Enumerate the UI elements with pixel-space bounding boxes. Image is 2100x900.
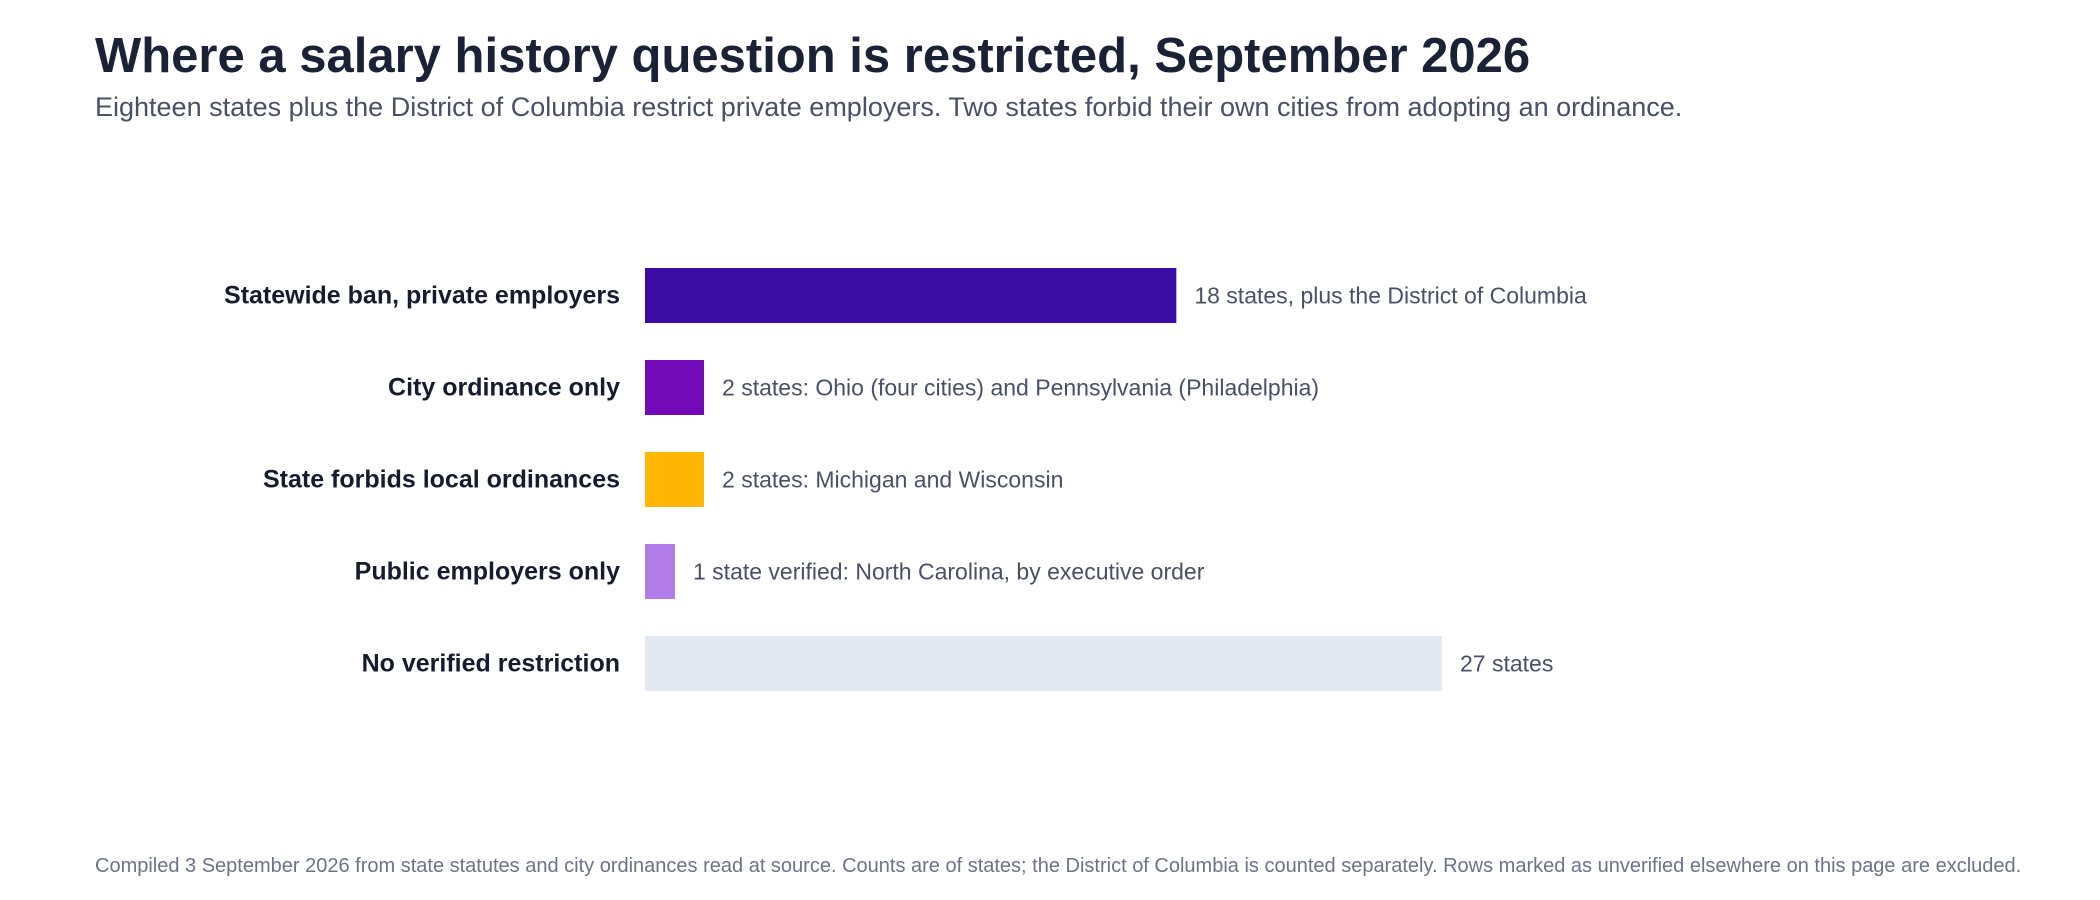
bar (645, 360, 705, 415)
bar (645, 452, 705, 507)
category-label: Public employers only (355, 558, 620, 586)
bar (645, 636, 1442, 691)
bar (645, 268, 1177, 323)
category-label: No verified restriction (362, 650, 620, 678)
category-label: Statewide ban, private employers (224, 282, 620, 310)
value-label: 27 states (1460, 651, 1553, 677)
value-label: 2 states: Ohio (four cities) and Pennsyl… (722, 375, 1319, 401)
source-footnote: Compiled 3 September 2026 from state sta… (95, 855, 2022, 877)
chart-title: Where a salary history question is restr… (95, 29, 1531, 83)
value-label: 2 states: Michigan and Wisconsin (722, 467, 1063, 493)
value-label: 18 states, plus the District of Columbia (1194, 283, 1587, 309)
category-label: City ordinance only (388, 374, 620, 402)
bar (645, 544, 675, 599)
category-label: State forbids local ordinances (263, 466, 620, 494)
value-label: 1 state verified: North Carolina, by exe… (693, 559, 1205, 585)
chart-subtitle: Eighteen states plus the District of Col… (95, 92, 1683, 122)
